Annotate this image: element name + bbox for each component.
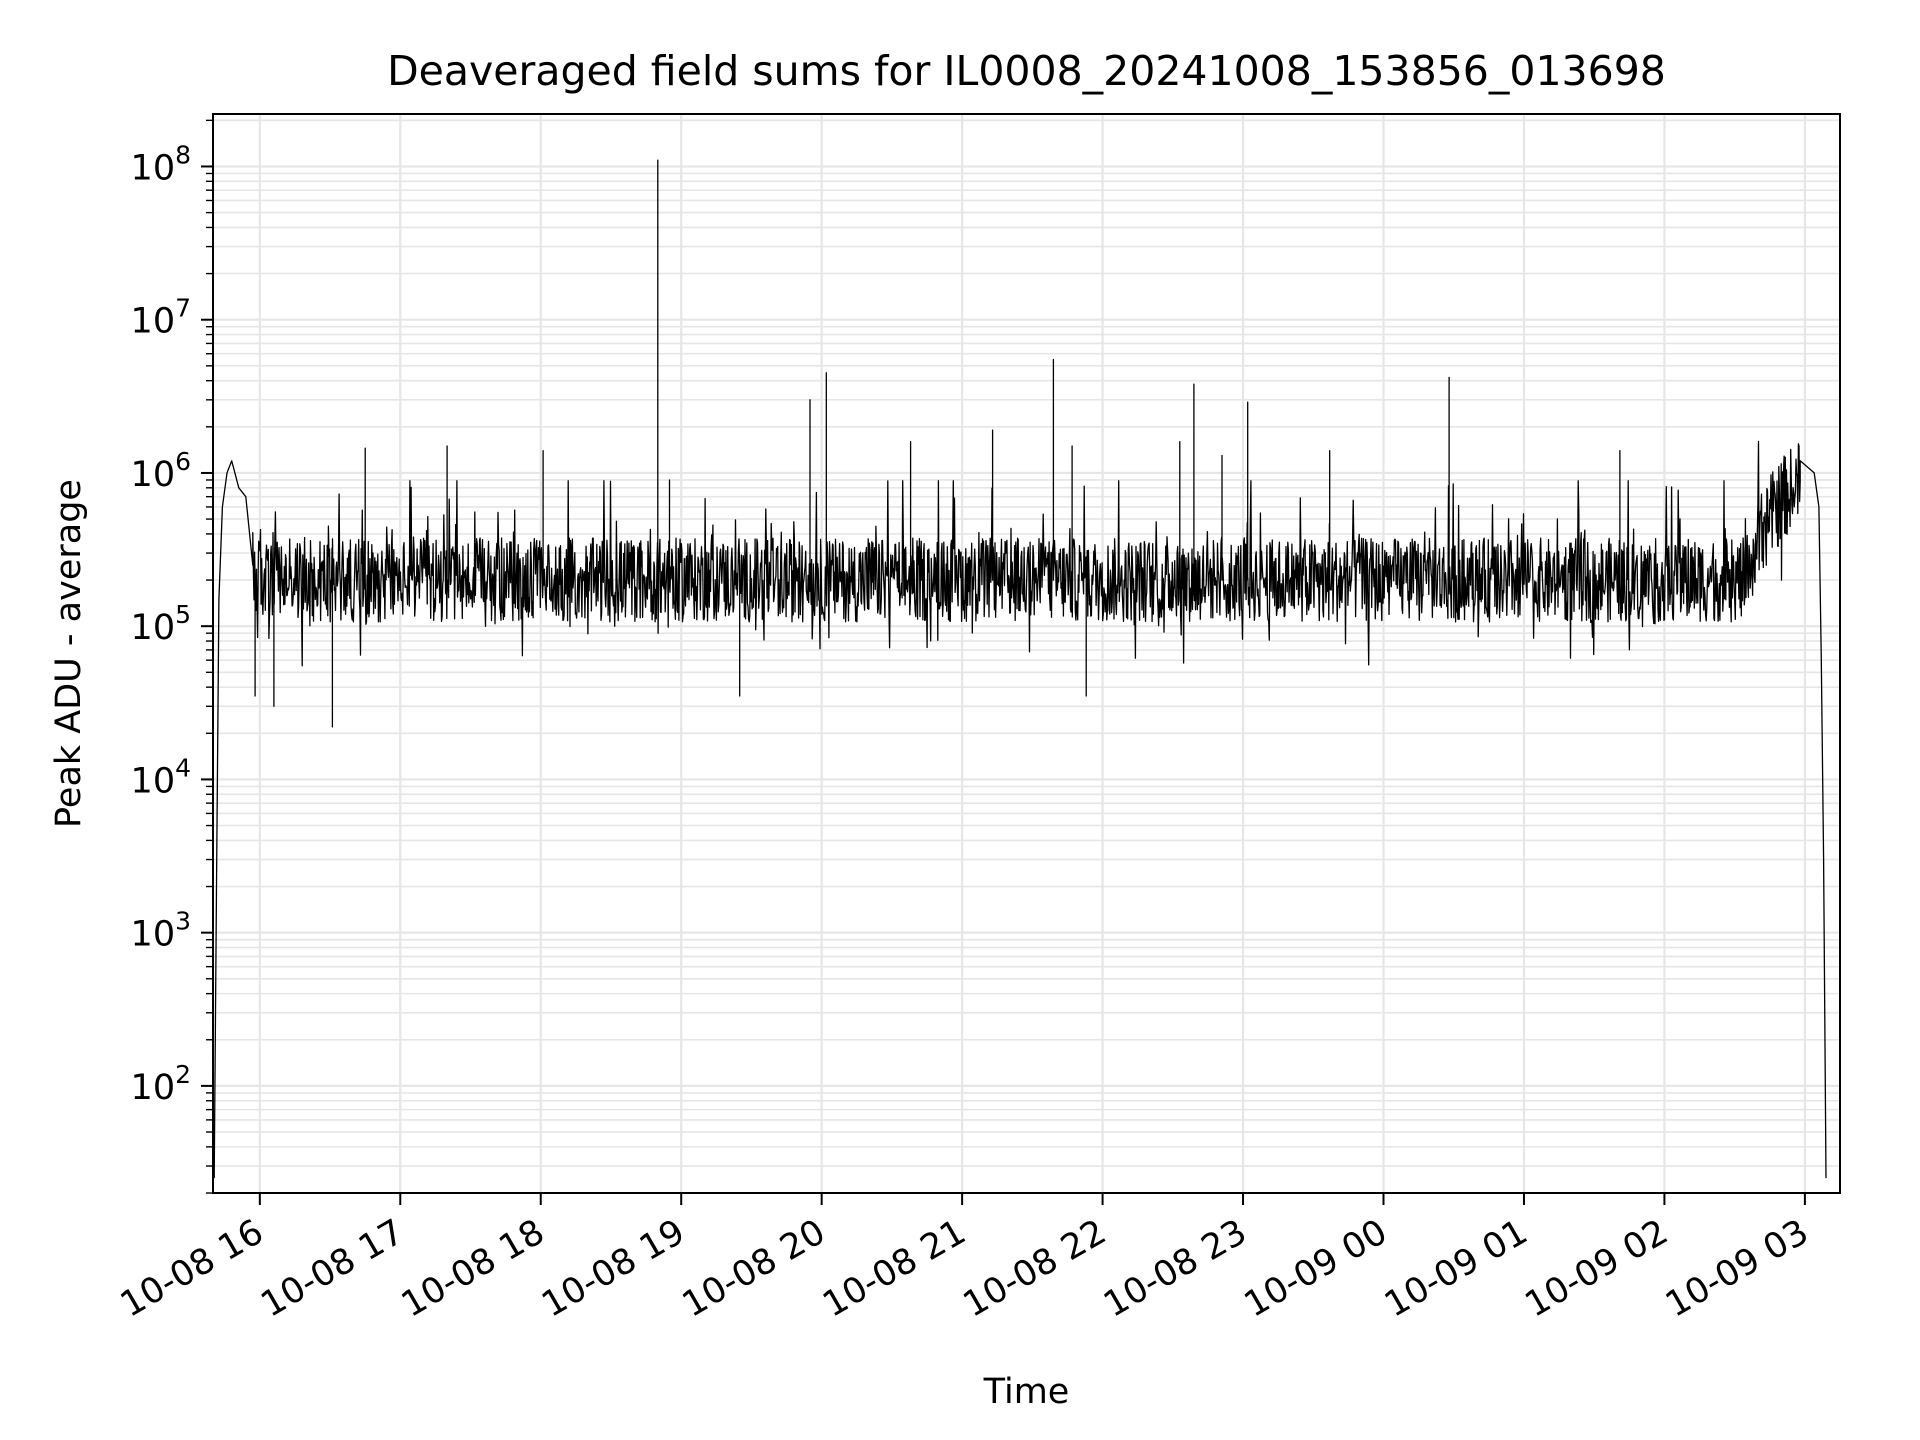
x-axis-label: Time (983, 1372, 1070, 1412)
y-tick-label: 103 (131, 907, 191, 955)
y-tick-label: 104 (131, 753, 191, 801)
y-axis: 102 103 104 105 106 107 108 (131, 119, 213, 1194)
y-tick-label: 105 (131, 600, 191, 648)
y-tick-label: 102 (131, 1060, 191, 1108)
chart-title: Deaveraged field sums for IL0008_2024100… (387, 47, 1666, 95)
plot-frame (212, 113, 1841, 1194)
y-tick-label: 108 (131, 140, 191, 188)
series-layer (213, 159, 1827, 1179)
grid (213, 114, 1840, 1194)
y-tick-label: 106 (131, 447, 191, 495)
y-tick-label: 107 (131, 294, 191, 342)
y-axis-label: Peak ADU - average (49, 479, 89, 828)
series-line (213, 159, 1827, 1179)
